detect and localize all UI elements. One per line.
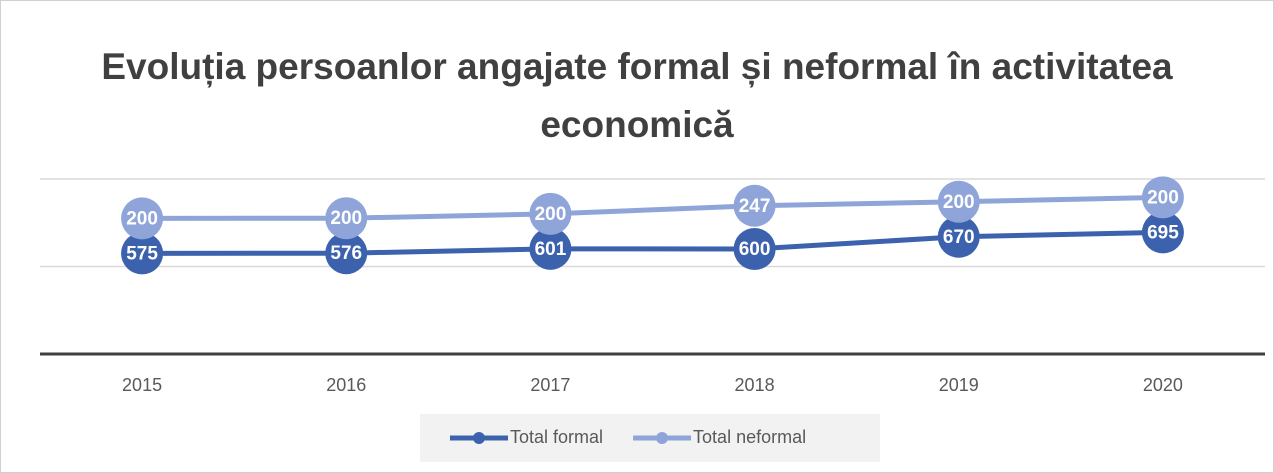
x-tick-label: 2018 (735, 375, 775, 395)
point-marker (121, 232, 164, 275)
legend-label: Total formal (510, 427, 603, 447)
data-label: 200 (330, 208, 362, 229)
data-label: 200 (943, 192, 975, 213)
x-tick-label: 2015 (122, 375, 162, 395)
x-tick-label: 2016 (326, 375, 366, 395)
data-label: 575 (126, 243, 158, 264)
legend-label: Total neformal (693, 427, 806, 447)
data-label: 200 (1147, 187, 1179, 208)
point-marker (1141, 176, 1184, 219)
point-marker (733, 184, 776, 227)
data-label: 576 (330, 243, 362, 264)
point-marker (121, 197, 164, 240)
point-marker (529, 227, 572, 270)
point-marker (325, 232, 368, 275)
data-label: 200 (535, 204, 567, 225)
data-label: 695 (1147, 222, 1179, 243)
chart-title: Evoluția persoanlor angajate formal și n… (101, 46, 1173, 145)
legend-marker (473, 432, 485, 444)
series-line (142, 229, 1163, 256)
point-marker (1141, 211, 1184, 254)
point-marker (529, 192, 572, 235)
data-label: 670 (943, 227, 975, 248)
data-label: 600 (739, 239, 771, 260)
legend-marker (656, 432, 669, 444)
x-tick-label: 2017 (530, 375, 570, 395)
data-label: 200 (126, 208, 158, 229)
x-tick-label: 2019 (939, 375, 979, 395)
point-marker (937, 180, 980, 223)
x-tick-label: 2020 (1143, 375, 1183, 395)
point-marker (733, 228, 776, 270)
point-marker (937, 215, 980, 258)
series-line (142, 194, 1163, 221)
data-label: 601 (535, 239, 567, 260)
data-label: 247 (739, 196, 771, 217)
point-marker (325, 197, 368, 240)
